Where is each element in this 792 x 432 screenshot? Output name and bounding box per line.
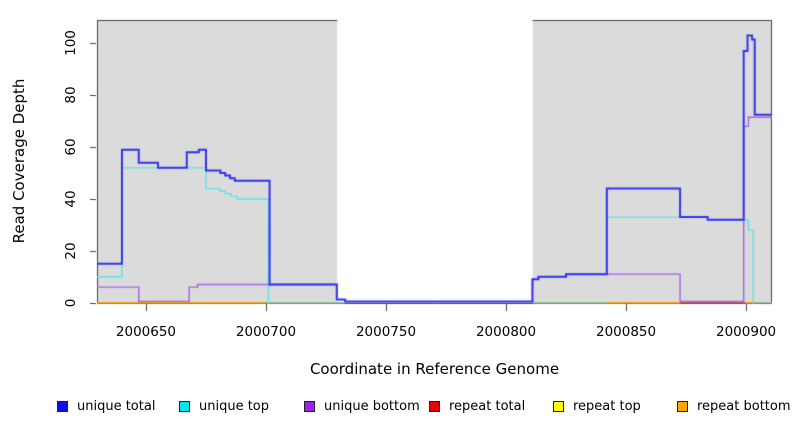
legend-item: repeat total <box>429 398 526 414</box>
legend-swatch <box>179 400 190 412</box>
y-tick-label: 100 <box>63 30 79 57</box>
x-tick-label: 2000650 <box>115 324 177 340</box>
legend-swatch <box>429 400 440 412</box>
legend-label: unique bottom <box>324 398 420 414</box>
legend-item: unique total <box>57 398 156 414</box>
legend-label: repeat total <box>449 398 526 414</box>
legend-label: unique top <box>199 398 270 414</box>
y-axis-title: Read Coverage Depth <box>10 78 28 244</box>
legend-swatch <box>304 400 315 412</box>
legend-label: unique total <box>77 398 156 414</box>
legend-item: unique bottom <box>304 398 420 414</box>
x-tick-label: 2000700 <box>235 324 297 340</box>
y-tick-label: 20 <box>63 242 79 260</box>
legend-swatch <box>677 400 688 412</box>
legend-label: repeat top <box>573 398 641 414</box>
x-tick-label: 2000750 <box>355 324 417 340</box>
legend-item: unique top <box>179 398 270 414</box>
y-tick-label: 80 <box>63 86 79 104</box>
legend-swatch <box>57 400 68 412</box>
x-tick-label: 2000850 <box>595 324 657 340</box>
x-axis-title: Coordinate in Reference Genome <box>309 360 560 378</box>
legend-item: repeat top <box>553 398 641 414</box>
y-tick-label: 0 <box>63 298 79 307</box>
x-tick-label: 2000900 <box>716 324 777 340</box>
legend-item: repeat bottom <box>677 398 791 414</box>
y-tick-label: 40 <box>63 190 79 208</box>
legend-label: repeat bottom <box>697 398 791 414</box>
x-tick-label: 2000800 <box>475 324 537 340</box>
legend-swatch <box>553 400 564 412</box>
y-tick-label: 60 <box>63 138 79 156</box>
